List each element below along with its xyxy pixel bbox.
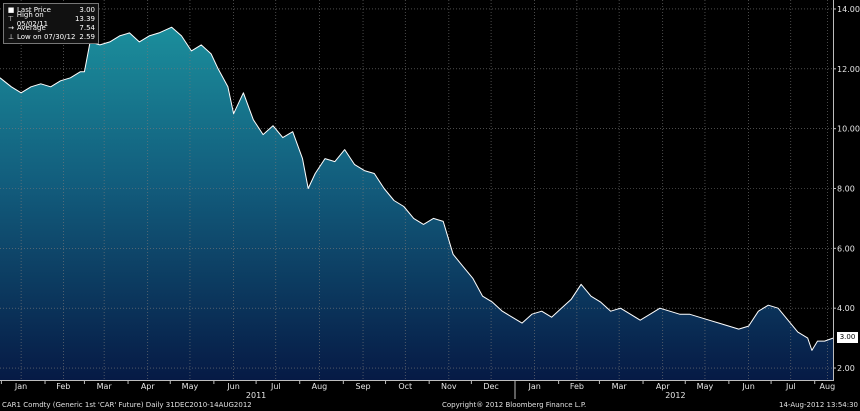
footer-copyright: Copyright® 2012 Bloomberg Finance L.P.	[442, 401, 587, 409]
x-tick-label: Aug	[820, 382, 836, 391]
legend-row-low: ⊥ Low on 07/30/12 2.59	[7, 33, 95, 42]
square-icon: ■	[7, 6, 15, 14]
price-area	[0, 27, 833, 380]
x-tick-label: Apr	[141, 382, 156, 391]
x-tick-label: May	[182, 382, 199, 391]
x-tick-labels: Jan Feb Mar Apr May Jun Jul Aug Sep Oct Nov Dec Jan F…	[0, 380, 836, 391]
x-tick-label: Jun	[226, 382, 240, 391]
legend-value: 7.54	[79, 24, 95, 32]
y-tick-labels: 2.00 4.00 6.00 8.00 10.00 12.00 14.00	[833, 5, 860, 373]
last-price-tag: 3.00	[837, 332, 858, 344]
y-tick-label: 2.00	[837, 364, 855, 373]
legend-value: 3.00	[79, 6, 95, 14]
legend-label: Low on 07/30/12	[17, 33, 76, 41]
x-tick-label: Feb	[56, 382, 70, 391]
x-tick-label: May	[697, 382, 714, 391]
x-tick-label: Dec	[483, 382, 498, 391]
legend-label: Last Price	[17, 6, 51, 14]
x-tick-label: Sep	[355, 382, 370, 391]
high-marker-icon: ⊤	[7, 15, 14, 23]
x-tick-label: Jan	[528, 382, 541, 391]
price-line-layer	[0, 26, 834, 351]
x-tick-label: Jul	[785, 382, 796, 391]
y-tick-label: 6.00	[837, 244, 855, 253]
price-area-layer	[0, 27, 833, 380]
x-tick-label: Nov	[441, 382, 457, 391]
year-labels: 2011 2012	[246, 380, 686, 400]
footer-timestamp: 14-Aug-2012 13:54:30	[779, 401, 858, 409]
x-tick-label: Mar	[97, 382, 113, 391]
year-label: 2011	[246, 391, 266, 400]
y-tick-label: 4.00	[837, 304, 855, 313]
legend-row-average: → Average 7.54	[7, 24, 95, 33]
y-tick-label: 10.00	[837, 125, 860, 134]
x-tick-label: Aug	[312, 382, 328, 391]
gridlines	[0, 0, 833, 380]
average-marker-icon: →	[8, 24, 14, 32]
price-line	[0, 26, 834, 351]
x-tick-label: Oct	[398, 382, 412, 391]
x-tick-label: Jun	[741, 382, 755, 391]
legend-label: Average	[17, 24, 46, 32]
x-tick-label: Mar	[612, 382, 628, 391]
legend-value: 2.59	[79, 33, 95, 41]
legend-value: 13.39	[74, 15, 95, 23]
chart-legend: ■ Last Price 3.00 ⊤ High on 05/02/11 13.39…	[3, 3, 99, 44]
x-tick-label: Feb	[570, 382, 584, 391]
y-tick-label: 8.00	[837, 185, 855, 194]
y-tick-label: 14.00	[837, 5, 860, 14]
legend-row-high: ⊤ High on 05/02/11 13.39	[7, 11, 95, 28]
x-tick-label: Jul	[270, 382, 281, 391]
year-label: 2012	[665, 391, 685, 400]
low-marker-icon: ⊥	[7, 33, 15, 41]
legend-row-last-price: ■ Last Price 3.00	[7, 6, 95, 15]
footer-ticker-description: CAR1 Comdty (Generic 1st 'CAR' Future) D…	[2, 401, 252, 409]
x-tick-label: Apr	[656, 382, 671, 391]
x-tick-label: Jan	[14, 382, 27, 391]
y-tick-label: 12.00	[837, 65, 860, 74]
legend-label: High on 05/02/11	[16, 10, 49, 28]
